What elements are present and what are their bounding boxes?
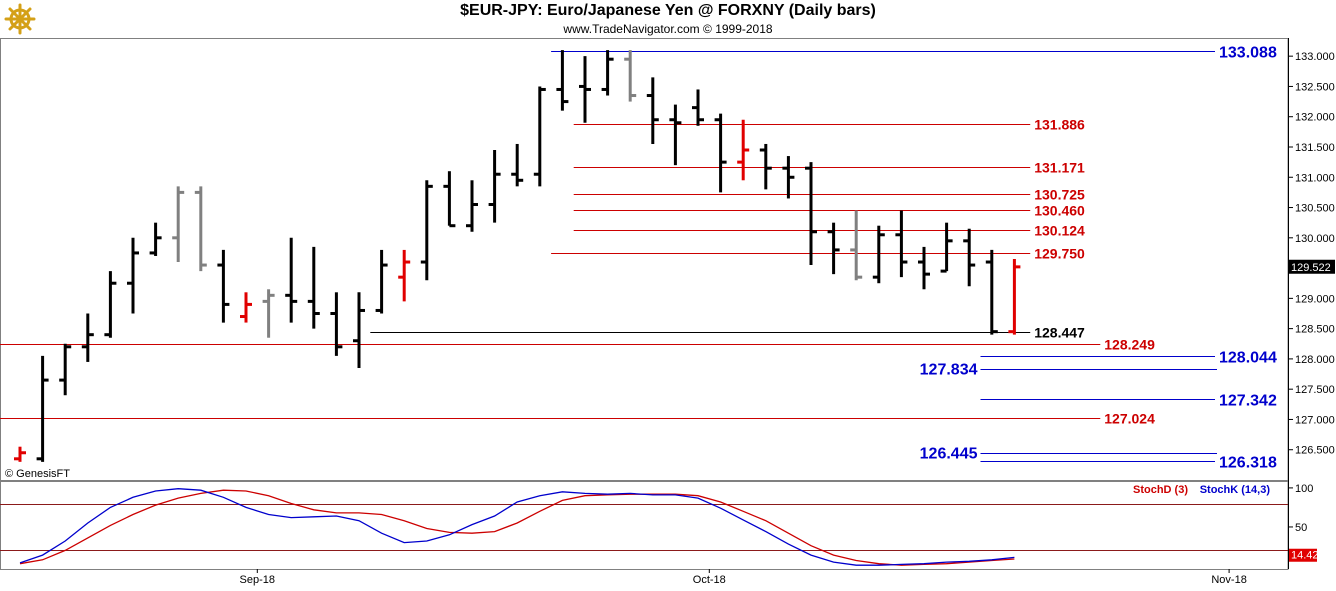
legend-entry-stoch-k: StochK (14,3): [1200, 484, 1271, 496]
stoch-series-line: [19, 489, 1015, 566]
level-label: 127.342: [1219, 393, 1277, 410]
y-tick-label: 126.500: [1295, 445, 1335, 457]
stoch-last-label: 14.42: [1291, 550, 1319, 562]
y-tick-label: 130.500: [1295, 203, 1335, 215]
legend-entry-stoch-d: StochD (3): [1133, 484, 1188, 496]
level-label: 126.318: [1219, 455, 1277, 472]
level-label: 131.886: [1034, 117, 1085, 133]
level-label: 130.124: [1034, 223, 1085, 239]
chart-title: $EUR-JPY: Euro/Japanese Yen @ FORXNY (Da…: [460, 2, 876, 19]
level-label: 126.445: [920, 446, 978, 463]
last-price-badge: [1289, 259, 1335, 274]
level-label: 127.834: [920, 362, 978, 379]
y-tick-label: 130.000: [1295, 233, 1335, 245]
last-price-label: 129.522: [1291, 262, 1331, 274]
x-tick-label: Sep-18: [240, 574, 275, 586]
y-tick-label: 132.500: [1295, 81, 1335, 93]
y-tick-label: 131.500: [1295, 142, 1335, 154]
stoch-tick-label: 100: [1295, 483, 1313, 495]
stoch-last-badge: [1289, 548, 1317, 562]
level-label: 130.725: [1034, 187, 1085, 203]
y-tick-label: 128.000: [1295, 354, 1335, 366]
level-label: 133.088: [1219, 45, 1277, 62]
y-tick-label: 129.000: [1295, 293, 1335, 305]
x-tick-label: Oct-18: [693, 574, 726, 586]
x-tick-label: Nov-18: [1211, 574, 1246, 586]
level-label: 131.171: [1034, 160, 1085, 176]
chart-subtitle: www.TradeNavigator.com © 1999-2018: [563, 22, 773, 36]
logo-icon: [4, 3, 36, 35]
y-tick-label: 128.500: [1295, 324, 1335, 336]
level-label: 130.460: [1034, 203, 1085, 219]
y-tick-label: 132.000: [1295, 112, 1335, 124]
y-tick-label: 127.000: [1295, 414, 1335, 426]
level-label: 128.044: [1219, 350, 1277, 367]
y-tick-label: 127.500: [1295, 384, 1335, 396]
corner-label: © GenesisFT: [5, 468, 70, 480]
level-label: 128.447: [1034, 325, 1085, 341]
level-label: 127.024: [1104, 411, 1155, 427]
stoch-series-line: [19, 488, 1015, 566]
level-label: 129.750: [1034, 246, 1085, 262]
stoch-tick-label: 50: [1295, 522, 1307, 534]
level-label: 128.249: [1104, 337, 1155, 353]
y-tick-label: 133.000: [1295, 51, 1335, 63]
y-tick-label: 131.000: [1295, 172, 1335, 184]
price-panel-frame: [0, 38, 1289, 481]
